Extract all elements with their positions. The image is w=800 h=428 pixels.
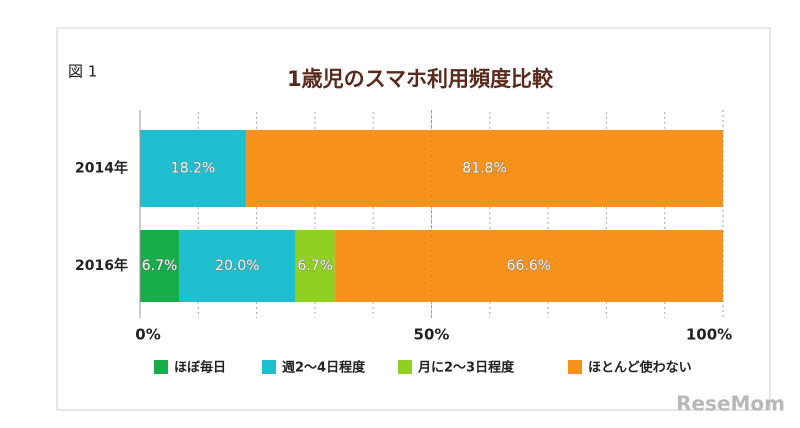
value-label: 6.7% <box>297 258 333 274</box>
legend-label: ほぼ毎日 <box>174 360 226 376</box>
x-tick-label: 0% <box>135 326 160 344</box>
frame <box>56 27 771 411</box>
y-tick-label: 2016年 <box>75 257 128 274</box>
legend-swatch <box>568 360 582 374</box>
bar-segment <box>179 230 296 302</box>
value-label: 6.7% <box>142 258 178 274</box>
legend-swatch <box>262 360 276 374</box>
figure-label: 図 1 <box>68 63 97 81</box>
watermark: ReseMom <box>676 392 785 416</box>
bar-segment <box>334 230 723 302</box>
bar-segment <box>140 230 180 302</box>
legend-label: ほとんど使わない <box>588 360 692 376</box>
bar-segment <box>246 130 723 207</box>
chart-title: 1歳児のスマホ利用頻度比較 <box>287 67 554 91</box>
value-label: 20.0% <box>215 258 259 274</box>
value-label: 18.2% <box>171 161 215 177</box>
x-tick-label: 100% <box>686 326 732 344</box>
bar-segment <box>295 230 335 302</box>
y-tick-label: 2014年 <box>75 160 128 177</box>
legend-label: 週2〜4日程度 <box>282 360 366 376</box>
bar-segment <box>140 130 247 207</box>
value-label: 66.6% <box>507 258 551 274</box>
legend-label: 月に2〜3日程度 <box>417 360 515 376</box>
legend-swatch <box>154 360 168 374</box>
value-label: 81.8% <box>462 161 506 177</box>
legend-swatch <box>398 360 412 374</box>
x-tick-label: 50% <box>414 326 450 344</box>
